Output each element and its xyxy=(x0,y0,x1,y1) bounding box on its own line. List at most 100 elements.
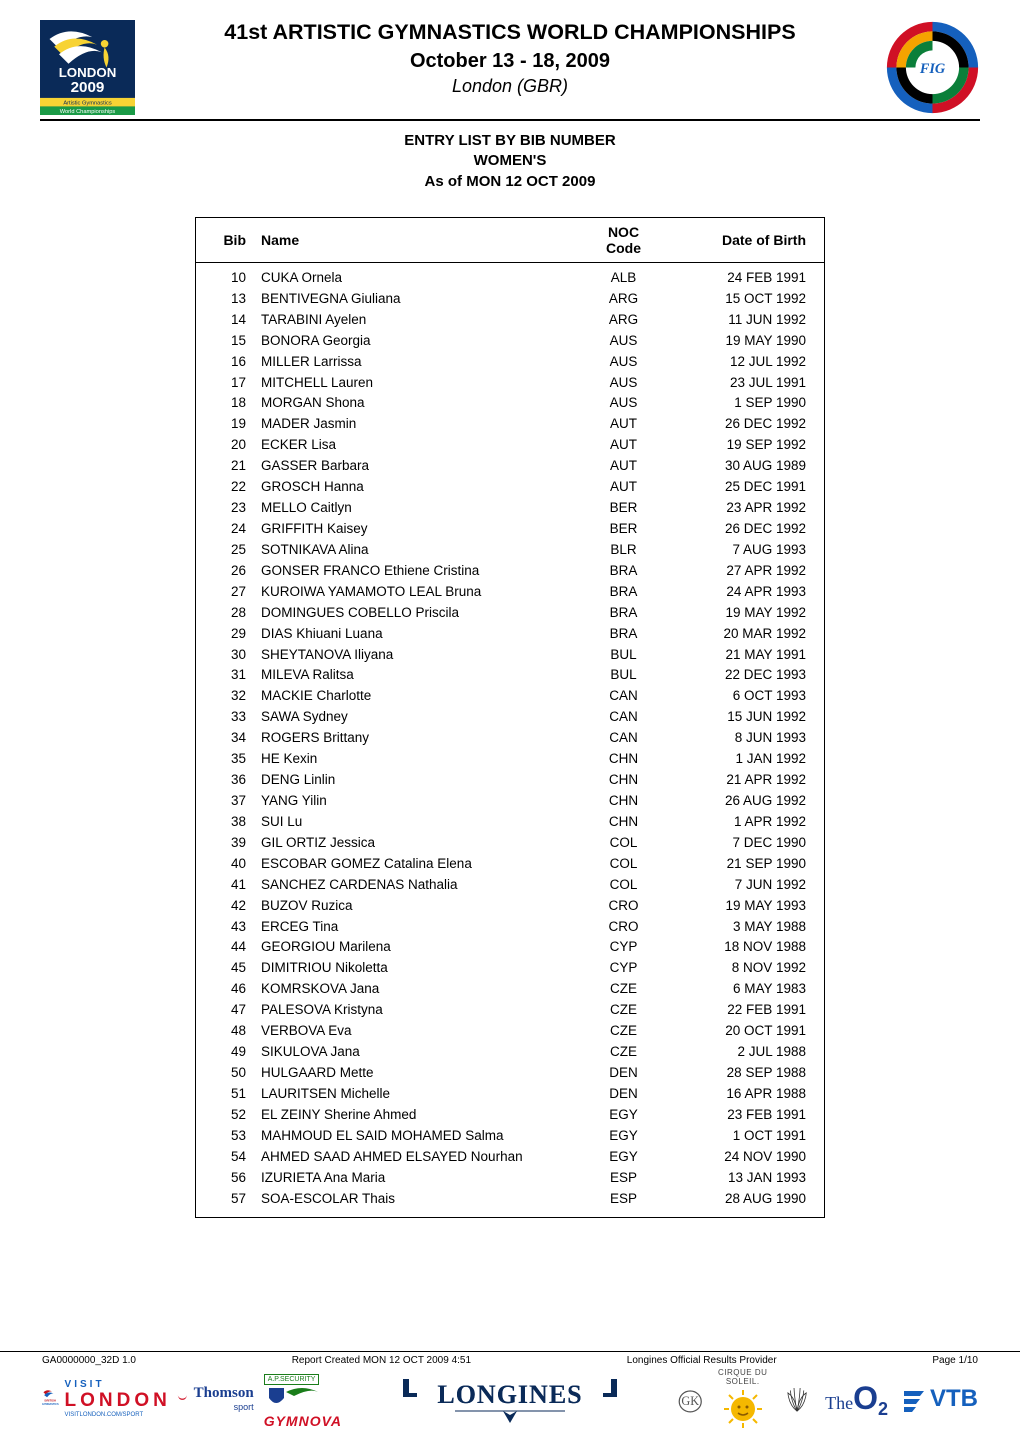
cell-name: MORGAN Shona xyxy=(261,393,596,414)
security-shield-icon xyxy=(264,1386,322,1408)
cell-noc: CAN xyxy=(596,686,651,707)
page-footer: GA0000000_32D 1.0 Report Created MON 12 … xyxy=(0,1351,1020,1443)
cell-dob: 15 JUN 1992 xyxy=(651,707,806,728)
cell-bib: 30 xyxy=(206,645,261,666)
cell-name: IZURIETA Ana Maria xyxy=(261,1168,596,1189)
cell-bib: 28 xyxy=(206,603,261,624)
table-row: 54AHMED SAAD AHMED ELSAYED NourhanEGY24 … xyxy=(206,1147,814,1168)
cell-dob: 28 AUG 1990 xyxy=(651,1189,806,1210)
cell-noc: AUS xyxy=(596,352,651,373)
apsecurity-badge: A.P.SECURITY xyxy=(264,1374,320,1385)
cell-dob: 7 DEC 1990 xyxy=(651,833,806,854)
cell-noc: AUT xyxy=(596,477,651,498)
cell-dob: 1 APR 1992 xyxy=(651,812,806,833)
cell-name: HE Kexin xyxy=(261,749,596,770)
col-header-name: Name xyxy=(261,232,596,248)
cell-dob: 23 JUL 1991 xyxy=(651,373,806,394)
footer-meta: GA0000000_32D 1.0 Report Created MON 12 … xyxy=(0,1352,1020,1366)
cell-bib: 21 xyxy=(206,456,261,477)
cell-dob: 19 MAY 1992 xyxy=(651,603,806,624)
wing-icon xyxy=(783,1375,811,1423)
footer-code: GA0000000_32D 1.0 xyxy=(42,1355,136,1366)
cell-dob: 19 SEP 1992 xyxy=(651,435,806,456)
table-row: 52EL ZEINY Sherine AhmedEGY23 FEB 1991 xyxy=(206,1105,814,1126)
table-row: 42BUZOV RuzicaCRO19 MAY 1993 xyxy=(206,896,814,917)
cell-name: KOMRSKOVA Jana xyxy=(261,979,596,1000)
cell-bib: 54 xyxy=(206,1147,261,1168)
cell-name: SAWA Sydney xyxy=(261,707,596,728)
footer-logos: BRITISH GYMNASTICS VISIT LONDON VISITLON… xyxy=(0,1366,1020,1439)
table-row: 32MACKIE CharlotteCAN6 OCT 1993 xyxy=(206,686,814,707)
cell-bib: 19 xyxy=(206,414,261,435)
table-row: 51LAURITSEN MichelleDEN16 APR 1988 xyxy=(206,1084,814,1105)
cell-noc: BUL xyxy=(596,645,651,666)
cell-bib: 41 xyxy=(206,875,261,896)
cell-noc: COL xyxy=(596,875,651,896)
cell-dob: 30 AUG 1989 xyxy=(651,456,806,477)
svg-text:Artistic Gymnastics: Artistic Gymnastics xyxy=(63,101,112,107)
location: London (GBR) xyxy=(135,76,885,97)
header: LONDON 2009 Artistic Gymnastics World Ch… xyxy=(40,20,980,115)
cell-bib: 16 xyxy=(206,352,261,373)
table-row: 36DENG LinlinCHN21 APR 1992 xyxy=(206,770,814,791)
cell-noc: EGY xyxy=(596,1105,651,1126)
thomson-sub: sport xyxy=(194,1402,254,1412)
cell-name: GEORGIOU Marilena xyxy=(261,937,596,958)
sponsor-cluster-mid: LONGINES LONGINES xyxy=(360,1375,660,1423)
cell-dob: 6 MAY 1983 xyxy=(651,979,806,1000)
header-divider xyxy=(40,119,980,121)
cell-name: ROGERS Brittany xyxy=(261,728,596,749)
cell-dob: 3 MAY 1988 xyxy=(651,917,806,938)
cell-name: CUKA Ornela xyxy=(261,268,596,289)
cell-bib: 34 xyxy=(206,728,261,749)
cell-bib: 26 xyxy=(206,561,261,582)
cell-noc: CHN xyxy=(596,770,651,791)
cell-bib: 35 xyxy=(206,749,261,770)
vtb-stripes-icon xyxy=(902,1385,930,1413)
footer-page: Page 1/10 xyxy=(932,1355,978,1366)
cell-noc: CZE xyxy=(596,979,651,1000)
cell-dob: 24 FEB 1991 xyxy=(651,268,806,289)
svg-text:BRITISH: BRITISH xyxy=(45,1399,56,1403)
cell-dob: 19 MAY 1993 xyxy=(651,896,806,917)
cell-noc: ARG xyxy=(596,310,651,331)
vtb-text: VTB xyxy=(930,1385,978,1413)
table-row: 53MAHMOUD EL SAID MOHAMED SalmaEGY1 OCT … xyxy=(206,1126,814,1147)
cell-bib: 53 xyxy=(206,1126,261,1147)
section-titles: ENTRY LIST BY BIB NUMBER WOMEN'S As of M… xyxy=(40,131,980,192)
table-row: 50HULGAARD MetteDEN28 SEP 1988 xyxy=(206,1063,814,1084)
cell-bib: 31 xyxy=(206,665,261,686)
cell-bib: 13 xyxy=(206,289,261,310)
cell-dob: 7 AUG 1993 xyxy=(651,540,806,561)
cell-bib: 29 xyxy=(206,624,261,645)
col-header-dob: Date of Birth xyxy=(651,232,806,248)
cell-name: MILLER Larrissa xyxy=(261,352,596,373)
cell-bib: 24 xyxy=(206,519,261,540)
cell-name: MILEVA Ralitsa xyxy=(261,665,596,686)
table-row: 20ECKER LisaAUT19 SEP 1992 xyxy=(206,435,814,456)
o2-2: 2 xyxy=(878,1399,888,1420)
cell-name: MAHMOUD EL SAID MOHAMED Salma xyxy=(261,1126,596,1147)
cell-bib: 56 xyxy=(206,1168,261,1189)
cell-noc: CZE xyxy=(596,1000,651,1021)
table-row: 10CUKA OrnelaALB24 FEB 1991 xyxy=(206,268,814,289)
cell-bib: 23 xyxy=(206,498,261,519)
cell-name: MACKIE Charlotte xyxy=(261,686,596,707)
cell-bib: 52 xyxy=(206,1105,261,1126)
table-row: 57SOA-ESCOLAR ThaisESP28 AUG 1990 xyxy=(206,1189,814,1210)
table-row: 23MELLO CaitlynBER23 APR 1992 xyxy=(206,498,814,519)
title-block: 41st ARTISTIC GYMNASTICS WORLD CHAMPIONS… xyxy=(135,20,885,97)
cell-dob: 7 JUN 1992 xyxy=(651,875,806,896)
table-header-row: Bib Name NOC Code Date of Birth xyxy=(196,218,824,263)
fig-logo-right: FIG xyxy=(885,20,980,115)
cell-name: ESCOBAR GOMEZ Catalina Elena xyxy=(261,854,596,875)
table-row: 35HE KexinCHN1 JAN 1992 xyxy=(206,749,814,770)
col-header-noc-2: Code xyxy=(596,240,651,256)
cell-noc: CZE xyxy=(596,1042,651,1063)
cell-noc: ESP xyxy=(596,1189,651,1210)
cirque-sun-icon xyxy=(722,1388,764,1430)
footer-report: Report Created MON 12 OCT 2009 4:51 xyxy=(292,1355,471,1366)
table-row: 19MADER JasminAUT26 DEC 1992 xyxy=(206,414,814,435)
table-row: 43ERCEG TinaCRO3 MAY 1988 xyxy=(206,917,814,938)
table-row: 40ESCOBAR GOMEZ Catalina ElenaCOL21 SEP … xyxy=(206,854,814,875)
